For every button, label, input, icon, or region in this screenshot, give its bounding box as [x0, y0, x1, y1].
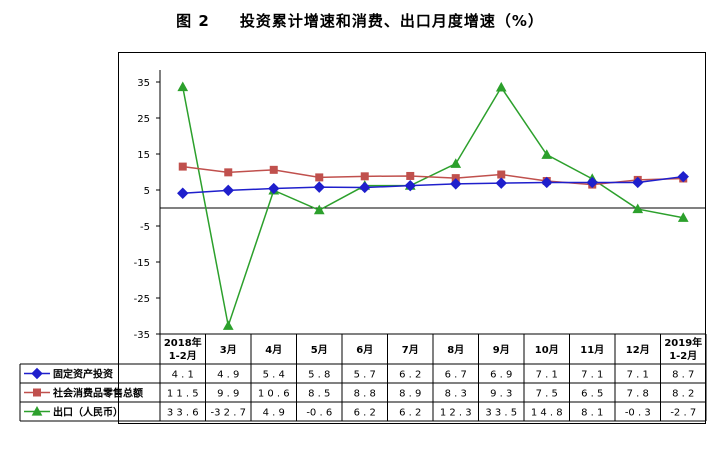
x-category-label: 10月: [535, 344, 559, 356]
legend-label: 社会消费品零售总额: [52, 387, 143, 400]
data-point: [222, 320, 234, 330]
data-point: [541, 176, 553, 189]
data-point: [315, 173, 324, 182]
data-table-cell: 8 . 7: [672, 370, 694, 381]
figure-label: 图 2: [176, 12, 210, 30]
data-table-cell: 9 . 9: [217, 389, 239, 400]
data-table-cell: 1 0 . 6: [258, 389, 290, 400]
data-point: [495, 177, 507, 189]
data-point: [632, 203, 644, 214]
x-category-label: 5月: [311, 344, 328, 356]
series-line: [182, 86, 684, 329]
data-table-cell: -3 2 . 7: [211, 408, 246, 419]
data-table-cell: 9 . 3: [490, 389, 512, 400]
data-table-cell: 4 . 9: [217, 370, 239, 381]
chart-title-text: 投资累计增速和消费、出口月度增速（%）: [239, 12, 544, 30]
data-table-cell: 5 . 8: [308, 370, 330, 381]
data-point: [450, 178, 462, 190]
data-table-cell: 4 . 1: [172, 370, 194, 381]
x-category-label: 11月: [580, 344, 604, 356]
y-tick-label: -25: [134, 294, 150, 305]
data-point: [313, 181, 325, 193]
series-line: [182, 175, 684, 194]
data-table-cell: 6 . 7: [445, 370, 467, 381]
data-table-cell: 7 . 1: [581, 370, 603, 381]
data-table-cell: 8 . 5: [308, 389, 330, 400]
data-table-cell: 5 . 7: [354, 370, 376, 381]
data-table-cell: 7 . 1: [536, 370, 558, 381]
legend-label: 出口（人民币）: [53, 406, 123, 419]
x-category-label: 1-2月: [169, 350, 197, 362]
data-point: [450, 158, 462, 168]
data-table-cell: 4 . 9: [263, 408, 285, 419]
chart-frame: [118, 52, 706, 424]
x-category-label: 6月: [356, 344, 373, 356]
x-category-label: 1-2月: [669, 350, 697, 362]
data-point: [178, 162, 187, 171]
chart-title: 图 2 投资累计增速和消费、出口月度增速（%）: [0, 10, 720, 31]
data-point: [222, 184, 234, 197]
data-point: [586, 176, 598, 189]
data-point: [177, 81, 189, 92]
data-table-cell: 6 . 2: [354, 408, 376, 419]
data-table-cell: 8 . 9: [399, 389, 421, 400]
data-point: [677, 170, 689, 183]
data-table-cell: 6 . 5: [581, 389, 603, 400]
x-category-label: 2019年: [664, 336, 702, 349]
x-category-label: 2018年: [164, 336, 202, 349]
y-tick-label: 15: [137, 150, 150, 161]
y-tick-label: 25: [137, 114, 150, 125]
data-table-cell: 6 . 2: [399, 370, 421, 381]
x-category-label: 12月: [626, 344, 650, 356]
data-table-cell: 1 2 . 3: [440, 408, 472, 419]
x-category-label: 3月: [220, 344, 237, 356]
data-table-cell: 7 . 5: [536, 389, 558, 400]
y-tick-label: -15: [134, 258, 150, 269]
data-point: [497, 170, 506, 179]
y-tick-label: 35: [137, 78, 150, 89]
data-table-cell: -2 . 7: [670, 408, 696, 419]
data-table-cell: 3 3 . 5: [485, 408, 517, 419]
x-category-label: 9月: [493, 344, 510, 356]
data-table-cell: 6 . 9: [490, 370, 512, 381]
y-tick-label: -35: [134, 330, 150, 341]
data-table-cell: 3 3 . 6: [167, 408, 199, 419]
data-point: [495, 81, 507, 92]
data-point: [677, 212, 689, 222]
y-tick-label: -5: [140, 222, 150, 233]
data-table-cell: 5 . 4: [263, 370, 285, 381]
data-table-cell: 8 . 8: [354, 389, 376, 400]
x-category-label: 4月: [265, 344, 282, 356]
legend-marker: [31, 405, 43, 416]
data-point: [406, 171, 415, 180]
x-category-label: 7月: [402, 344, 419, 356]
data-point: [541, 149, 553, 159]
data-table-cell: 8 . 2: [672, 389, 694, 400]
data-table-cell: 7 . 1: [627, 370, 649, 381]
legend-marker: [33, 388, 41, 397]
series-line: [182, 165, 684, 186]
legend-marker: [31, 367, 43, 380]
data-table-cell: -0 . 3: [625, 408, 651, 419]
data-point: [268, 182, 280, 195]
data-point: [360, 172, 369, 181]
data-table-cell: 8 . 1: [581, 408, 603, 419]
data-point: [632, 176, 644, 189]
y-tick-label: 5: [144, 186, 150, 197]
data-table-cell: 1 1 . 5: [167, 389, 199, 400]
data-point: [359, 181, 371, 194]
data-table-cell: 6 . 2: [399, 408, 421, 419]
data-point: [313, 204, 325, 215]
data-table-cell: 1 4 . 8: [531, 408, 563, 419]
data-point: [269, 165, 278, 174]
data-point: [224, 168, 233, 177]
data-point: [177, 187, 189, 199]
data-table-cell: 8 . 3: [445, 389, 467, 400]
legend-label: 固定资产投资: [53, 368, 113, 381]
data-table-cell: -0 . 6: [306, 408, 332, 419]
data-table-cell: 7 . 8: [627, 389, 649, 400]
data-point: [404, 179, 416, 192]
x-category-label: 8月: [447, 344, 464, 356]
